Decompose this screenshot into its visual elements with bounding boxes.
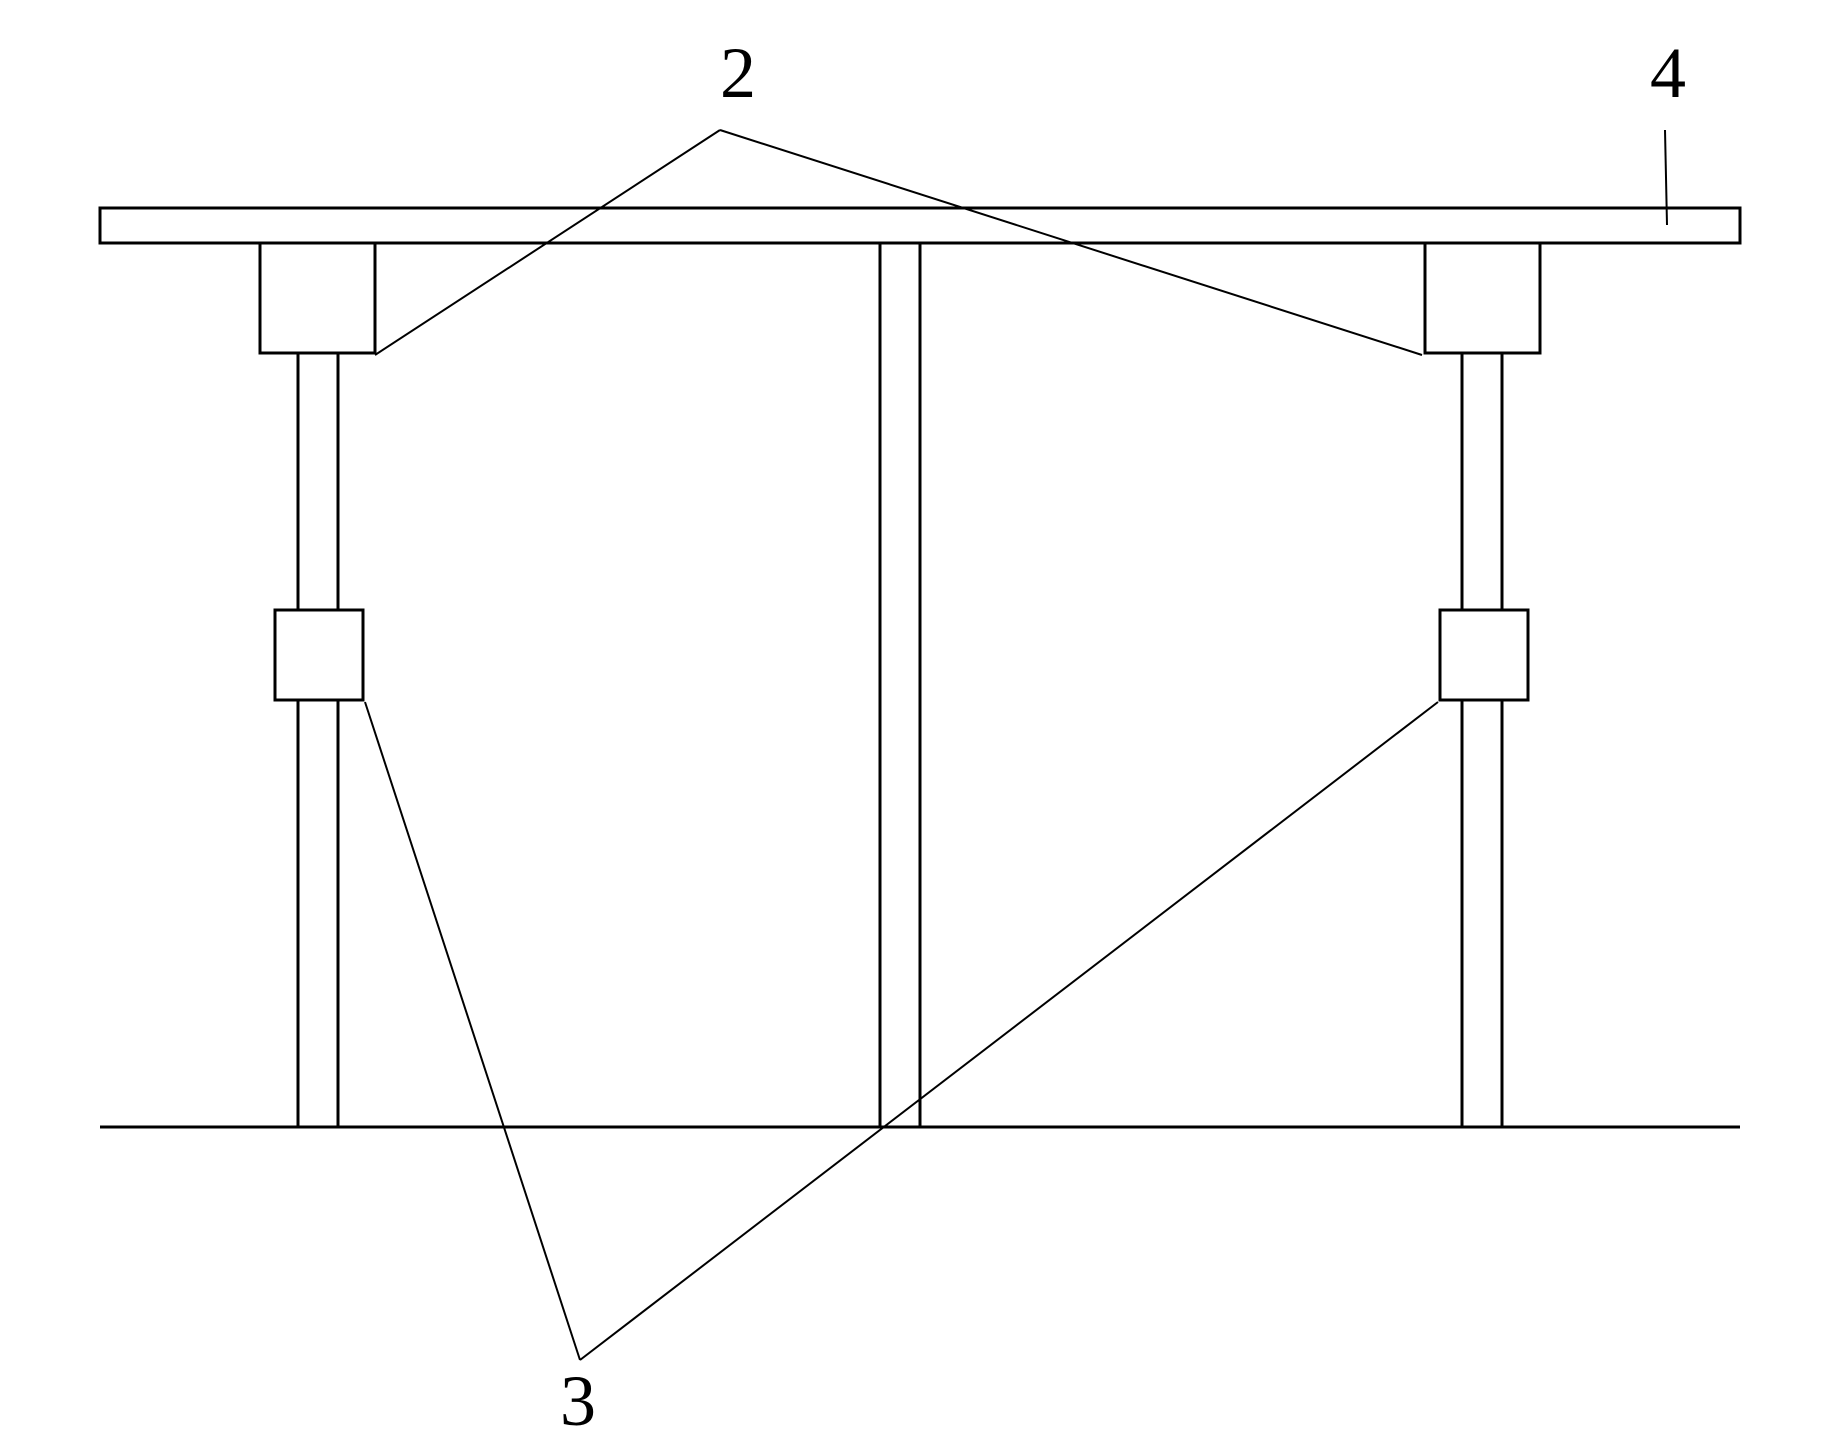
diagram-svg	[0, 0, 1841, 1442]
label-4: 4	[1650, 32, 1686, 115]
right-upper-shaft	[1462, 353, 1502, 610]
left-upper-shaft	[298, 353, 338, 610]
right-top-cap	[1425, 243, 1540, 353]
center-column	[880, 243, 920, 1127]
right-column-group	[1425, 243, 1540, 1127]
left-lower-shaft	[298, 700, 338, 1127]
left-mid-block	[275, 610, 363, 700]
leader-3-left	[365, 702, 580, 1360]
right-mid-block	[1440, 610, 1528, 700]
leader-3-right	[580, 702, 1438, 1360]
right-lower-shaft	[1462, 700, 1502, 1127]
technical-diagram: 2 4 3	[0, 0, 1841, 1442]
leader-4	[1665, 130, 1667, 225]
left-column-group	[260, 243, 375, 1127]
top-plate	[100, 208, 1740, 243]
label-2: 2	[720, 32, 756, 115]
left-top-cap	[260, 243, 375, 353]
label-3: 3	[560, 1360, 596, 1443]
